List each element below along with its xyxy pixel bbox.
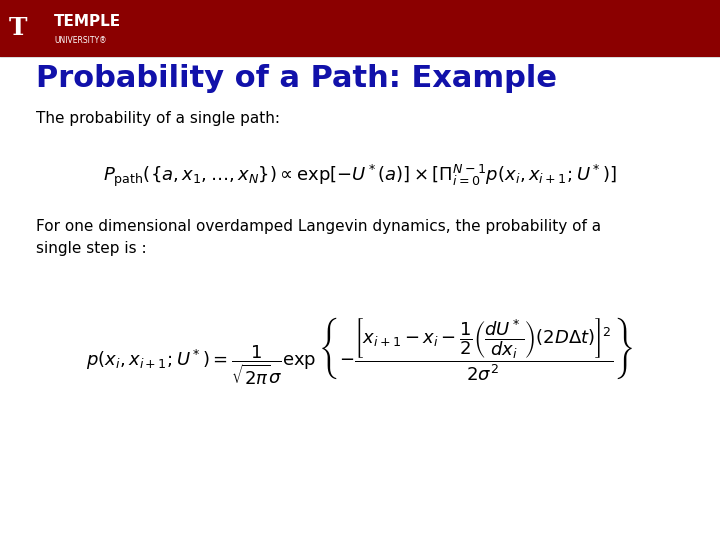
Text: $p(x_i, x_{i+1}; U^*) = \dfrac{1}{\sqrt{2\pi}\sigma} \exp\left\{ -\dfrac{\left[x: $p(x_i, x_{i+1}; U^*) = \dfrac{1}{\sqrt{… [86,315,634,387]
Text: $P_{\mathrm{path}}(\{a, x_1, \ldots, x_N\}) \propto \exp[-U^*(a)] \times [\Pi_{i: $P_{\mathrm{path}}(\{a, x_1, \ldots, x_N… [103,163,617,188]
Text: UNIVERSITY®: UNIVERSITY® [54,36,107,45]
Text: Probability of a Path: Example: Probability of a Path: Example [36,64,557,93]
Text: For one dimensional overdamped Langevin dynamics, the probability of a: For one dimensional overdamped Langevin … [36,219,601,234]
Text: single step is :: single step is : [36,241,147,256]
FancyBboxPatch shape [0,0,720,57]
Text: TEMPLE: TEMPLE [54,14,121,29]
Text: The probability of a single path:: The probability of a single path: [36,111,280,126]
Text: T: T [9,16,27,40]
